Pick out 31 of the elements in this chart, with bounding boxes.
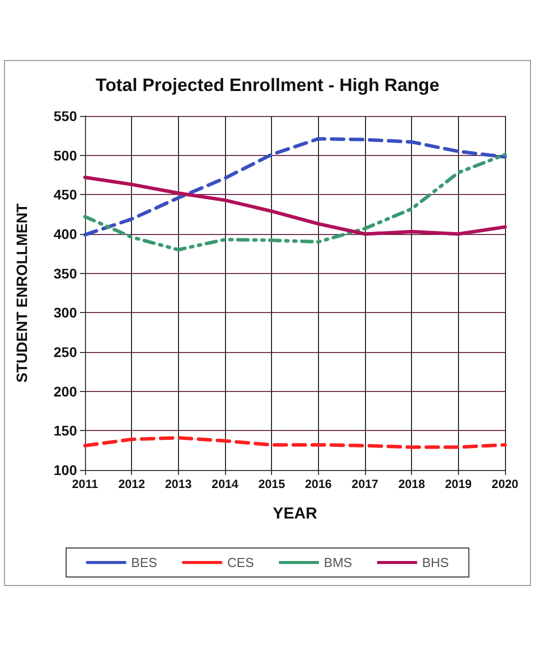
x-tick-label: 2014 xyxy=(212,477,239,491)
x-tick-label: 2013 xyxy=(164,477,192,491)
legend-label: BMS xyxy=(324,555,352,570)
x-tick-label: 2019 xyxy=(444,477,472,491)
x-tick-label: 2012 xyxy=(118,477,146,491)
y-tick-label: 350 xyxy=(54,265,78,282)
line-series xyxy=(83,176,507,236)
y-tick-label: 450 xyxy=(54,186,78,203)
line-series xyxy=(83,137,507,237)
chart-title: Total Projected Enrollment - High Range xyxy=(96,75,440,95)
y-tick-label: 400 xyxy=(54,226,78,242)
y-tick-label: 500 xyxy=(54,147,78,164)
y-tick-label: 250 xyxy=(54,344,78,360)
x-tick-label: 2020 xyxy=(492,477,519,491)
x-tick-label: 2016 xyxy=(304,477,332,491)
line-series xyxy=(83,436,507,449)
y-tick-label: 300 xyxy=(54,304,78,321)
legend-label: CES xyxy=(227,555,254,570)
y-tick-label: 550 xyxy=(54,108,78,124)
legend-label: BES xyxy=(131,555,158,570)
legend-label: BHS xyxy=(422,555,450,570)
y-axis-title: STUDENT ENROLLMENT xyxy=(14,203,31,383)
line-series xyxy=(83,152,507,252)
x-tick-label: 2018 xyxy=(398,477,426,491)
x-tick-label: 2011 xyxy=(72,477,98,491)
x-axis-title: YEAR xyxy=(272,506,318,522)
y-tick-label: 150 xyxy=(54,422,78,439)
x-tick-label: 2015 xyxy=(258,477,286,491)
y-tick-label: 200 xyxy=(54,383,78,400)
x-tick-label: 2017 xyxy=(352,477,379,491)
y-tick-label: 100 xyxy=(54,462,78,478)
